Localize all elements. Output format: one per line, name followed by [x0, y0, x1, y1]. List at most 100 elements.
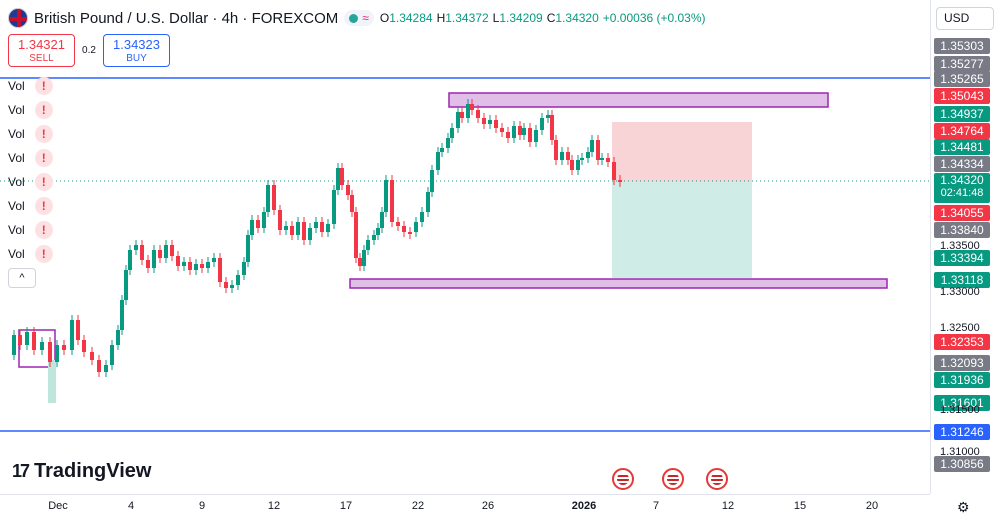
- ohlc-key: C: [546, 11, 556, 25]
- market-status-pill[interactable]: ≈: [344, 10, 374, 26]
- candle-body: [236, 275, 240, 285]
- ohlc-item: H1.34372: [437, 11, 489, 25]
- candle-body: [590, 140, 594, 152]
- candle-body: [224, 282, 228, 288]
- candle-body: [314, 222, 318, 228]
- volume-indicator-row[interactable]: Vol!: [8, 146, 53, 170]
- economic-event-flag-icon[interactable]: [662, 468, 684, 490]
- price-tick: 1.31000: [940, 446, 980, 458]
- warning-icon[interactable]: !: [34, 173, 53, 191]
- candle-body: [346, 185, 350, 195]
- candle-body: [362, 250, 366, 266]
- collapse-indicators-button[interactable]: ^: [8, 268, 36, 288]
- candle-body: [97, 360, 101, 372]
- volume-indicator-row[interactable]: Vol!: [8, 218, 53, 242]
- current-price-label: 1.34320 02:41:48: [934, 173, 990, 203]
- time-tick: 12: [721, 500, 735, 512]
- candle-body: [176, 256, 180, 266]
- candle-body: [134, 245, 138, 250]
- settings-gear-icon[interactable]: ⚙: [957, 499, 970, 515]
- volume-indicator-row[interactable]: Vol!: [8, 98, 53, 122]
- candle-body: [55, 345, 59, 362]
- volume-label: Vol: [8, 175, 25, 189]
- candle-body: [18, 335, 22, 345]
- tradingview-logo[interactable]: 17 TradingView: [12, 460, 151, 483]
- candle-body: [158, 250, 162, 258]
- price-level-label: 1.32093: [934, 355, 990, 371]
- candle-body: [182, 262, 186, 266]
- price-level-label: 1.35303: [934, 38, 990, 54]
- warning-icon[interactable]: !: [34, 221, 53, 239]
- time-tick: 9: [198, 500, 206, 512]
- warning-icon[interactable]: !: [34, 125, 53, 143]
- trade-panel: 1.34321 SELL 0.2 1.34323 BUY: [8, 34, 170, 67]
- candle-body: [466, 104, 470, 118]
- candle-body: [110, 345, 114, 365]
- volume-label: Vol: [8, 223, 25, 237]
- volume-label: Vol: [8, 247, 25, 261]
- time-tick: 7: [652, 500, 660, 512]
- candle-body: [580, 158, 584, 160]
- time-axis[interactable]: [0, 494, 930, 527]
- candle-body: [470, 104, 474, 110]
- candle-body: [332, 190, 336, 224]
- warning-icon[interactable]: !: [34, 197, 53, 215]
- candle-body: [70, 320, 74, 350]
- candle-body: [560, 152, 564, 160]
- current-price: 1.34320: [940, 173, 984, 187]
- volume-indicator-row[interactable]: Vol!: [8, 74, 53, 98]
- candle-body: [366, 240, 370, 250]
- ohlc-value: 1.34284: [389, 11, 433, 25]
- price-level-label: 1.33394: [934, 250, 990, 266]
- time-tick: 17: [339, 500, 353, 512]
- warning-icon[interactable]: !: [34, 149, 53, 167]
- volume-indicator-row[interactable]: Vol!: [8, 242, 53, 266]
- candle-body: [256, 220, 260, 228]
- buy-button[interactable]: 1.34323 BUY: [103, 34, 170, 67]
- price-tick: 1.31500: [940, 404, 980, 416]
- candle-body: [25, 332, 29, 345]
- ohlc-item: L1.34209: [493, 11, 543, 25]
- candle-body: [528, 128, 532, 142]
- candle-body: [506, 132, 510, 138]
- small-range-fill: [48, 360, 56, 403]
- candle-body: [320, 222, 324, 232]
- price-level-label: 1.34764: [934, 123, 990, 139]
- time-tick: 12: [267, 500, 281, 512]
- warning-icon[interactable]: !: [34, 101, 53, 119]
- warning-icon[interactable]: !: [34, 245, 53, 263]
- time-tick: 2026: [571, 500, 597, 512]
- economic-event-flag-icon[interactable]: [706, 468, 728, 490]
- candle-body: [476, 110, 480, 118]
- currency-selector[interactable]: USD: [936, 7, 994, 30]
- price-level-label: 1.31601: [934, 395, 990, 411]
- sell-button[interactable]: 1.34321 SELL: [8, 34, 75, 67]
- warning-icon[interactable]: !: [34, 77, 53, 95]
- candle-body: [396, 222, 400, 226]
- candle-body: [460, 112, 464, 118]
- candle-body: [116, 330, 120, 345]
- candle-body: [12, 335, 16, 355]
- logo-text: TradingView: [34, 460, 152, 482]
- symbol-header: British Pound / U.S. Dollar · 4h · FOREX…: [8, 8, 706, 28]
- candle-body: [606, 158, 610, 162]
- candle-body: [32, 332, 36, 350]
- candle-body: [308, 228, 312, 240]
- volume-indicator-row[interactable]: Vol!: [8, 194, 53, 218]
- price-tick: 1.33000: [940, 286, 980, 298]
- candle-body: [456, 112, 460, 128]
- candle-body: [534, 130, 538, 142]
- volume-indicator-row[interactable]: Vol!: [8, 122, 53, 146]
- price-chart[interactable]: [0, 0, 930, 494]
- economic-event-flag-icon[interactable]: [612, 468, 634, 490]
- price-level-label: 1.34055: [934, 205, 990, 221]
- candle-body: [40, 342, 44, 350]
- candle-body: [246, 235, 250, 262]
- volume-indicator-row[interactable]: Vol!: [8, 170, 53, 194]
- candle-body: [90, 352, 94, 360]
- candle-body: [170, 245, 174, 256]
- candle-body: [48, 342, 52, 362]
- candle-body: [414, 222, 418, 232]
- chart-area[interactable]: [0, 0, 930, 494]
- symbol-title[interactable]: British Pound / U.S. Dollar · 4h · FOREX…: [34, 9, 339, 27]
